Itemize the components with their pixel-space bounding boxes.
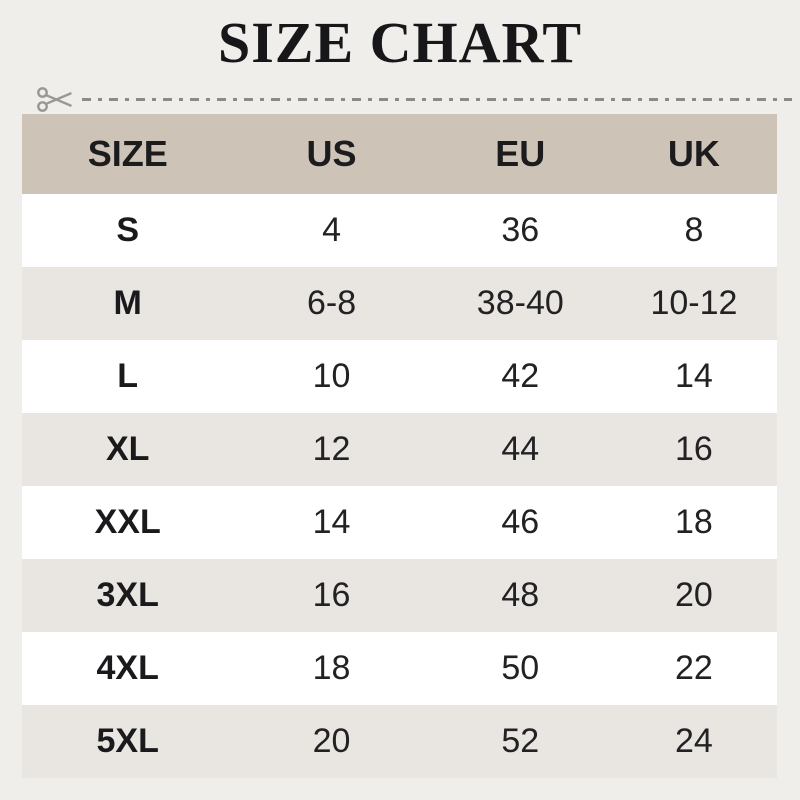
cut-line <box>36 85 792 113</box>
eu-cell: 46 <box>501 503 540 541</box>
uk-cell: 18 <box>675 503 713 541</box>
us-cell: 20 <box>312 722 351 760</box>
size-cell: XL <box>105 430 150 468</box>
dashed-cut-line <box>82 97 792 101</box>
page-title: SIZE CHART <box>217 10 583 75</box>
size-cell: L <box>117 357 139 395</box>
table-row: XL 12 44 16 <box>22 413 777 486</box>
table-header-row: SIZE US EU UK <box>22 114 777 194</box>
eu-cell: 52 <box>501 722 540 760</box>
scissors-icon <box>37 86 72 112</box>
eu-cell: 38-40 <box>476 284 564 322</box>
uk-cell: 10-12 <box>650 284 738 322</box>
size-table: SIZE US EU UK S 4 36 8 M 6-8 38-40 10-12… <box>22 114 777 778</box>
eu-cell: 42 <box>501 357 540 395</box>
uk-cell: 22 <box>675 649 713 687</box>
column-header-us: US <box>306 133 357 174</box>
eu-cell: 44 <box>501 430 540 468</box>
us-cell: 16 <box>312 576 351 614</box>
us-cell: 6-8 <box>306 284 357 322</box>
column-header-eu: EU <box>495 133 546 174</box>
us-cell: 10 <box>312 357 351 395</box>
table-row: 4XL 18 50 22 <box>22 632 777 705</box>
uk-cell: 8 <box>684 211 704 249</box>
uk-cell: 14 <box>675 357 713 395</box>
table-row: XXL 14 46 18 <box>22 486 777 559</box>
column-header-uk: UK <box>667 133 720 174</box>
eu-cell: 36 <box>501 211 540 249</box>
eu-cell: 50 <box>501 649 540 687</box>
size-cell: S <box>116 211 140 249</box>
us-cell: 12 <box>312 430 351 468</box>
uk-cell: 20 <box>675 576 713 614</box>
table-row: 5XL 20 52 24 <box>22 705 777 778</box>
table-row: M 6-8 38-40 10-12 <box>22 267 777 340</box>
size-cell: XXL <box>94 503 161 541</box>
table-row: 3XL 16 48 20 <box>22 559 777 632</box>
uk-cell: 16 <box>675 430 713 468</box>
us-cell: 18 <box>312 649 351 687</box>
size-cell: 4XL <box>96 649 159 687</box>
size-cell: 3XL <box>96 576 159 614</box>
size-cell: M <box>113 284 142 322</box>
us-cell: 14 <box>312 503 351 541</box>
column-header-size: SIZE <box>87 133 168 174</box>
table-row: S 4 36 8 <box>22 194 777 267</box>
us-cell: 4 <box>322 211 341 249</box>
size-cell: 5XL <box>96 722 159 760</box>
table-row: L 10 42 14 <box>22 340 777 413</box>
uk-cell: 24 <box>675 722 713 760</box>
eu-cell: 48 <box>501 576 540 614</box>
